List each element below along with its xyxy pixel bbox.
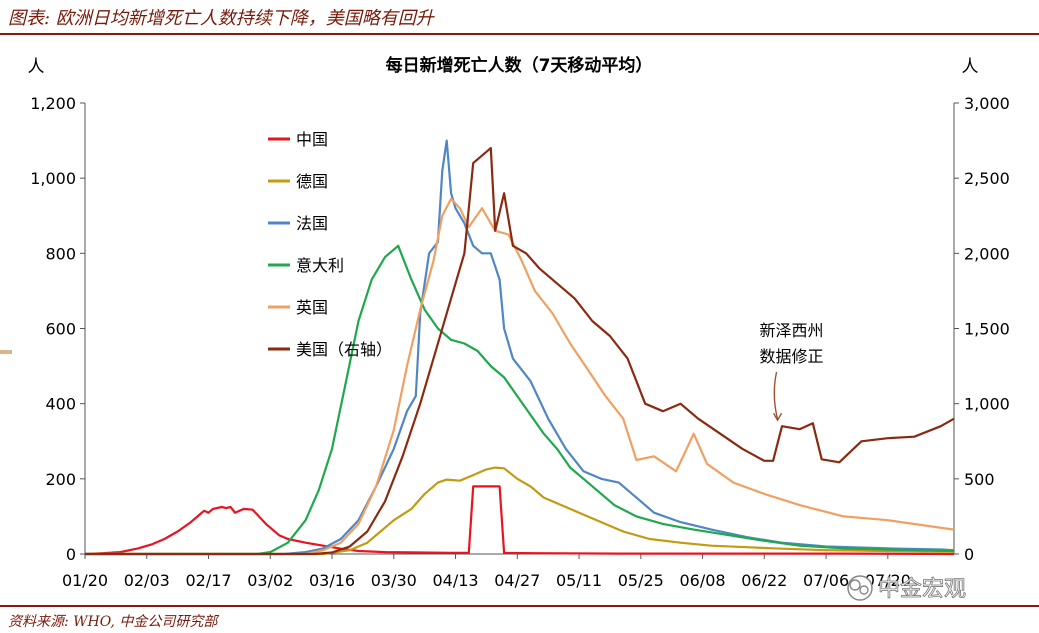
header: 图表: 欧洲日均新增死亡人数持续下降，美国略有回升 [0, 0, 1039, 35]
y-tick-label-right: 2,000 [964, 244, 1010, 263]
x-tick-label: 03/30 [371, 571, 417, 590]
x-tick-label: 01/20 [62, 571, 108, 590]
x-tick-label: 07/20 [865, 571, 911, 590]
series-line-2 [85, 139, 955, 556]
legend-label: 意大利 [296, 256, 344, 275]
footer-divider [0, 605, 1039, 607]
watermark-text: 中金宏观 [878, 577, 966, 602]
y-tick-label-left: 0 [66, 545, 76, 564]
y-tick-label-right: 0 [964, 545, 974, 564]
chart-title: 每日新增死亡人数（7天移动平均） [386, 55, 653, 76]
x-tick-label: 02/03 [124, 571, 170, 590]
y-axis-right-unit: 人 [962, 57, 979, 77]
series-line-4 [85, 197, 955, 556]
x-tick-label: 06/08 [680, 571, 726, 590]
series-line-0 [84, 485, 955, 556]
x-tick-label: 04/27 [494, 571, 540, 590]
page-title: 图表: 欧洲日均新增死亡人数持续下降，美国略有回升 [8, 8, 434, 29]
x-tick-label: 07/06 [803, 571, 849, 590]
annotation-line-2: 数据修正 [760, 347, 824, 366]
series-line-3 [85, 244, 955, 556]
x-tick-label: 05/25 [618, 571, 664, 590]
x-tick-label: 03/02 [247, 571, 293, 590]
y-tick-label-left: 1,200 [30, 94, 76, 113]
legend-label: 德国 [296, 172, 328, 191]
y-tick-label-right: 1,000 [964, 395, 1010, 414]
series-line-1 [85, 466, 955, 556]
source-note: 资料来源: WHO, 中金公司研究部 [8, 614, 218, 630]
legend-label: 中国 [296, 130, 328, 149]
y-tick-label-right: 1,500 [964, 320, 1010, 339]
y-tick-label-left: 1,000 [30, 169, 76, 188]
series-line-5 [85, 147, 955, 556]
legend-label: 美国（右轴） [296, 340, 392, 359]
x-tick-label: 06/22 [741, 571, 787, 590]
annotation-arrowhead [772, 412, 783, 422]
x-tick-label: 02/17 [185, 571, 231, 590]
x-tick-label: 05/11 [556, 571, 602, 590]
annotation-line-1: 新泽西州 [760, 321, 824, 340]
watermark: 中金宏观 [847, 575, 966, 602]
y-tick-label-left: 200 [45, 470, 76, 489]
y-axis-left-unit: 人 [28, 57, 45, 77]
annotation-arrow [773, 371, 779, 420]
side-marker [0, 350, 12, 354]
y-tick-label-right: 2,500 [964, 169, 1010, 188]
y-tick-label-left: 600 [45, 320, 76, 339]
y-tick-label-right: 3,000 [964, 94, 1010, 113]
y-tick-label-left: 800 [45, 244, 76, 263]
x-tick-label: 03/16 [309, 571, 355, 590]
legend-label: 英国 [296, 298, 328, 317]
x-tick-label: 04/13 [432, 571, 478, 590]
y-tick-label-right: 500 [964, 470, 995, 489]
legend-label: 法国 [296, 214, 328, 233]
header-divider [0, 33, 1039, 35]
y-tick-label-left: 400 [45, 395, 76, 414]
